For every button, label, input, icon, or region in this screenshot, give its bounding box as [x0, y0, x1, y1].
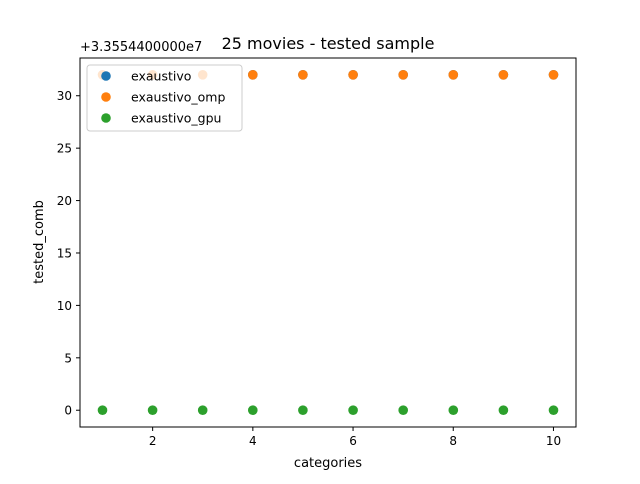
plot-frame [79, 57, 577, 428]
data-point-exaustivo_omp-5 [298, 70, 308, 80]
data-point-exaustivo_gpu-4 [248, 405, 258, 416]
y-tick-label: 0 [64, 404, 72, 418]
y-tick-label: 20 [57, 194, 72, 208]
y-tick-label: 10 [57, 299, 72, 313]
data-point-exaustivo_omp-9 [498, 70, 509, 80]
x-tick-label: 8 [449, 434, 457, 448]
data-point-exaustivo_gpu-3 [197, 405, 208, 416]
data-point-exaustivo_gpu-8 [448, 405, 459, 416]
y-axis-label: tested_comb [32, 200, 47, 284]
y-tick-label: 30 [57, 89, 72, 103]
legend-marker-exaustivo [101, 71, 111, 81]
legend-label-exaustivo_gpu: exaustivo_gpu [131, 111, 221, 126]
chart-title: 25 movies - tested sample [222, 34, 435, 53]
data-point-exaustivo_omp-7 [398, 70, 409, 80]
y-axis: 0 5 10 15 20 25 30 [57, 89, 80, 418]
x-axis: 2 4 6 8 10 [149, 427, 561, 448]
data-point-exaustivo_gpu-7 [398, 405, 409, 416]
legend-label-exaustivo_omp: exaustivo_omp [131, 90, 225, 105]
x-axis-label: categories [294, 456, 362, 471]
data-point-exaustivo_gpu-1 [97, 405, 108, 416]
legend: exaustivo exaustivo_omp exaustivo_gpu [86, 64, 243, 132]
legend-box [86, 64, 243, 132]
y-tick-label: 5 [64, 351, 72, 365]
data-point-exaustivo_gpu-6 [348, 405, 358, 416]
x-tick-label: 10 [546, 434, 561, 448]
x-tick-label: 2 [149, 434, 157, 448]
data-point-exaustivo_omp-8 [448, 70, 459, 80]
data-point-exaustivo_gpu-5 [298, 405, 308, 416]
y-offset-label: +3.3554400000e7 [80, 40, 202, 55]
y-tick-label: 25 [57, 142, 72, 156]
legend-marker-exaustivo_gpu [101, 113, 111, 123]
data-points [97, 70, 559, 416]
legend-label-exaustivo: exaustivo [131, 69, 191, 84]
x-tick-label: 4 [249, 434, 257, 448]
legend-marker-exaustivo_omp [101, 92, 111, 102]
data-point-exaustivo_gpu-10 [548, 405, 559, 416]
y-tick-label: 15 [57, 246, 72, 260]
x-tick-label: 6 [349, 434, 357, 448]
data-point-exaustivo_omp-10 [548, 70, 559, 80]
data-point-exaustivo_gpu-2 [147, 405, 158, 416]
data-point-exaustivo_omp-6 [348, 70, 358, 80]
data-point-exaustivo_gpu-9 [498, 405, 509, 416]
data-point-exaustivo_omp-4 [248, 70, 258, 80]
